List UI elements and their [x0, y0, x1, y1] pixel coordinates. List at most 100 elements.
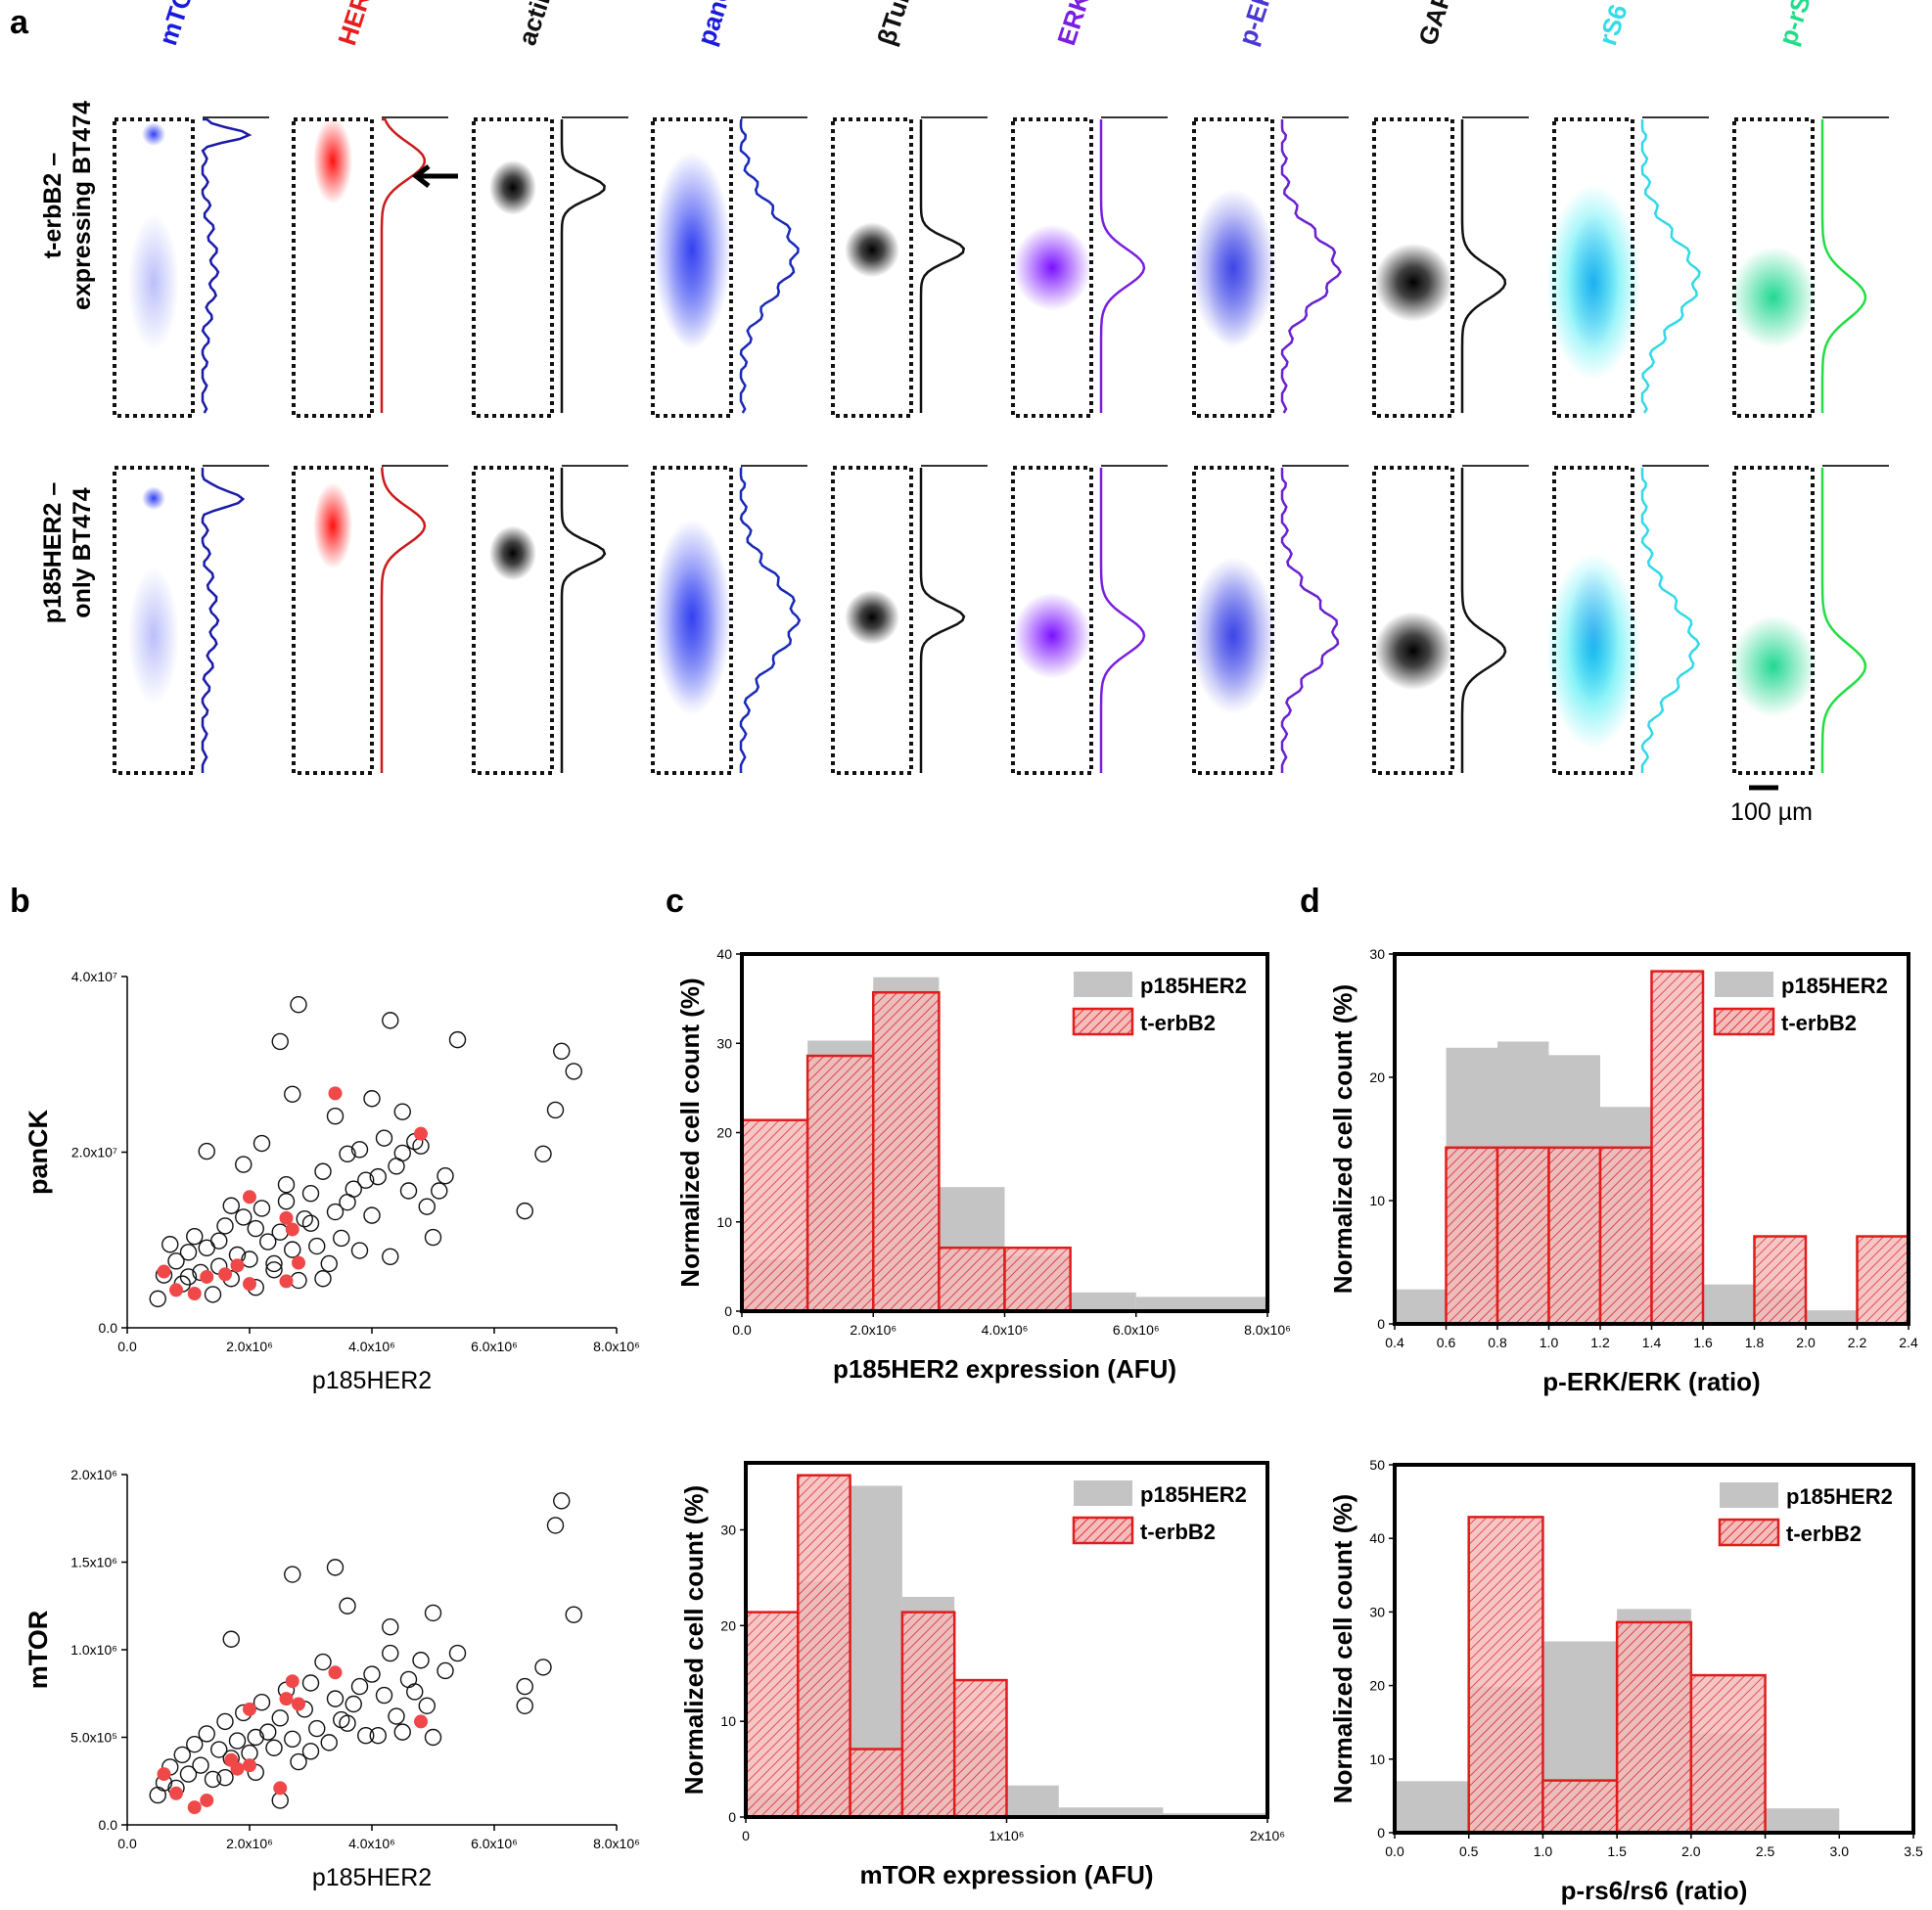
- bar-p185her2: [1135, 1296, 1267, 1311]
- band-spot: [1730, 614, 1817, 717]
- x-tick-label: 0.5: [1459, 1843, 1479, 1859]
- legend-label-t-erbb2: t-erbB2: [1140, 1520, 1216, 1544]
- scatter-point-p185her2: [431, 1182, 448, 1200]
- scatter-point-p185her2: [216, 1712, 234, 1731]
- scatter-point-p185her2: [204, 1286, 222, 1303]
- scatter-point-p185her2: [284, 1241, 301, 1258]
- lane-box: [1552, 117, 1634, 418]
- lane-box: [472, 117, 554, 418]
- x-tick-label: 2.0x10⁶: [850, 1322, 897, 1338]
- x-tick-label: 4.0x10⁶: [348, 1339, 395, 1354]
- y-tick-label: 30: [1369, 946, 1385, 962]
- bar-t-erbb2: [1598, 1146, 1653, 1326]
- scatter-point-p185her2: [363, 1206, 381, 1224]
- panel-label-d: d: [1300, 883, 1320, 920]
- scatter-point-p185her2: [534, 1145, 552, 1162]
- scatter-point-p185her2: [516, 1697, 533, 1714]
- x-axis-label: mTOR expression (AFU): [859, 1860, 1153, 1889]
- scatter-point-p185her2: [357, 1727, 375, 1745]
- scatter-point-t-erbb2: [218, 1267, 232, 1282]
- scatter-point-p185her2: [393, 1723, 411, 1741]
- target-label-5: ERK: [1051, 0, 1096, 49]
- band-smear: [1568, 567, 1619, 705]
- scatter-point-p185her2: [265, 1739, 283, 1756]
- scatter-point-p185her2: [284, 1566, 301, 1583]
- intensity-profile: [560, 119, 606, 413]
- bar-p185her2: [1395, 1289, 1447, 1324]
- scatter-point-p185her2: [339, 1597, 356, 1614]
- y-tick-label: 10: [1369, 1193, 1385, 1208]
- scatter-point-p185her2: [375, 1129, 393, 1147]
- scatter-point-p185her2: [357, 1171, 375, 1189]
- lane-box: [651, 117, 733, 418]
- scatter-point-p185her2: [350, 1242, 369, 1259]
- y-tick-label: 40: [716, 946, 732, 962]
- scatter-point-p185her2: [382, 1618, 399, 1636]
- plot-frame: [1393, 1463, 1915, 1835]
- x-tick-label: 2.0: [1796, 1335, 1816, 1350]
- scatter-point-p185her2: [284, 1730, 301, 1748]
- bar-t-erbb2: [744, 1611, 800, 1819]
- scatter-point-p185her2: [253, 1134, 271, 1153]
- scatter-point-p185her2: [222, 1630, 240, 1648]
- band-spot: [489, 525, 536, 581]
- scatter-point-p185her2: [277, 1193, 296, 1210]
- scatter-point-p185her2: [546, 1517, 565, 1534]
- band-spot: [845, 589, 899, 645]
- x-tick-label: 2.4: [1899, 1335, 1918, 1350]
- scatter-point-p185her2: [369, 1727, 387, 1745]
- band-spot: [845, 222, 899, 278]
- intensity-profile: [201, 117, 253, 414]
- y-tick-label: 0: [724, 1303, 732, 1319]
- bar-t-erbb2: [1495, 1146, 1550, 1326]
- lane-box: [113, 466, 195, 775]
- scatter-point-p185her2: [314, 1162, 332, 1180]
- y-tick-label: 0.0: [99, 1817, 118, 1833]
- scatter-point-p185her2: [186, 1735, 204, 1753]
- legend-swatch-p185her2: [1715, 972, 1773, 997]
- x-tick-label: 0.0: [117, 1339, 137, 1354]
- scatter-point-p185her2: [308, 1237, 326, 1255]
- x-tick-label: 1.4: [1642, 1335, 1662, 1350]
- scatter-point-p185her2: [437, 1167, 454, 1185]
- y-tick-label: 50: [1369, 1457, 1385, 1473]
- x-tick-label: 0.6: [1437, 1335, 1456, 1350]
- y-tick-label: 2.0x10⁶: [70, 1467, 117, 1482]
- scatter-point-p185her2: [565, 1606, 582, 1623]
- x-tick-label: 3.0: [1830, 1843, 1850, 1859]
- x-axis-label: p-rs6/rs6 (ratio): [1561, 1876, 1748, 1905]
- band-spot: [313, 482, 352, 569]
- x-tick-label: 6.0x10⁶: [1113, 1322, 1160, 1338]
- scatter-point-p185her2: [424, 1604, 442, 1622]
- band-smear: [667, 567, 717, 705]
- intensity-profile: [919, 119, 966, 413]
- y-tick-label: 20: [1369, 1678, 1385, 1694]
- x-tick-label: 0.0: [117, 1836, 137, 1851]
- histogram-prs6-rs6-ratio: 0.0 0.5 1.0 1.5 2.0 2.5 3.0 3.5 0 10 20 30 40 50 p-rs6…: [1328, 1457, 1923, 1905]
- scatter-point-p185her2: [363, 1665, 381, 1683]
- scatter-point-p185her2: [301, 1674, 320, 1692]
- scatter-point-p185her2: [437, 1661, 454, 1680]
- bar-t-erbb2: [1615, 1620, 1693, 1835]
- scatter-point-p185her2: [333, 1229, 350, 1248]
- scatter-point-p185her2: [339, 1714, 356, 1732]
- scatter-point-p185her2: [314, 1653, 332, 1671]
- y-tick-label: 30: [720, 1522, 736, 1537]
- scatter-point-p185her2: [161, 1236, 179, 1253]
- bar-t-erbb2: [1541, 1779, 1619, 1835]
- bar-t-erbb2: [1856, 1235, 1910, 1326]
- x-tick-label: 1.5: [1607, 1843, 1627, 1859]
- intensity-profile: [1099, 119, 1146, 413]
- row-label-1-line1: t-erbB2 –: [39, 153, 67, 258]
- scatter-point-t-erbb2: [273, 1781, 288, 1796]
- intensity-profile: [739, 466, 802, 773]
- scatter-point-p185her2: [290, 996, 307, 1014]
- histogram-mtor-expression: 0 1x10⁶ 2x10⁶ 0 10 20 30 mTOR expression (AFU) N…: [679, 1461, 1285, 1889]
- y-tick-label: 1.5x10⁶: [70, 1555, 117, 1570]
- scatter-point-t-erbb2: [328, 1665, 343, 1680]
- scatter-point-p185her2: [516, 1202, 533, 1220]
- scatter-point-p185her2: [382, 1248, 399, 1266]
- x-tick-label: 1.2: [1590, 1335, 1610, 1350]
- scatter-point-p185her2: [265, 1254, 283, 1273]
